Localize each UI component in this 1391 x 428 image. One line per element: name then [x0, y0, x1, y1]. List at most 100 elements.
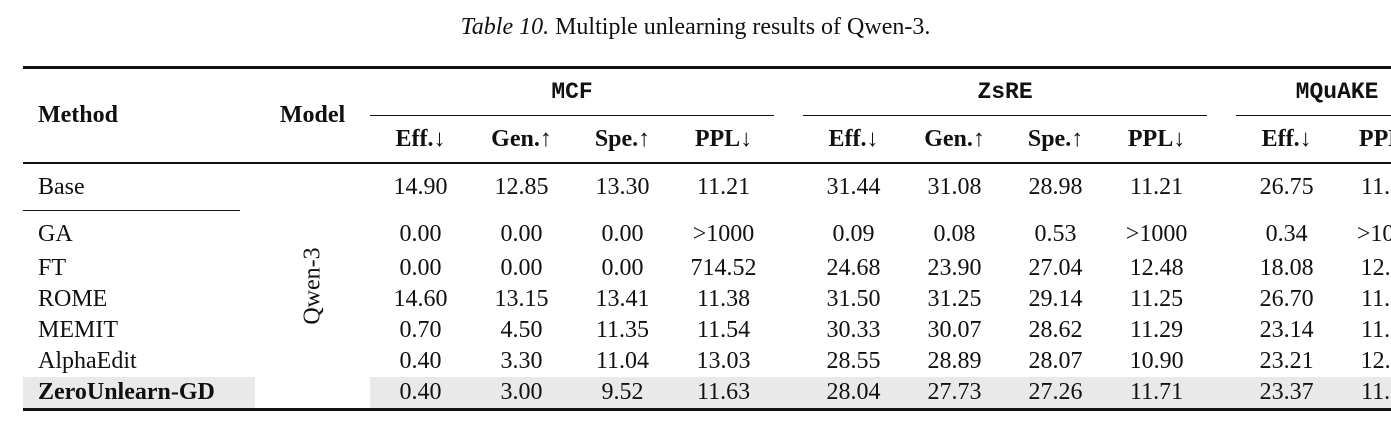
value-cell: 23.21: [1259, 348, 1314, 374]
value-cell: 28.04: [803, 377, 905, 410]
value-cell: 0.08: [933, 220, 976, 247]
method-cell: MEMIT: [38, 317, 118, 343]
value-cell: 13.15: [494, 286, 549, 312]
model-name: Qwen-3: [299, 247, 325, 325]
value-cell: 27.26: [1005, 377, 1107, 410]
value-cell: 13.41: [595, 286, 650, 312]
metric-header: Spe.↑: [1027, 125, 1084, 152]
method-cell: ROME: [38, 286, 108, 312]
metric-header: Gen.↑: [924, 125, 985, 152]
method-header: Method: [23, 67, 240, 164]
model-header: Model: [255, 67, 370, 164]
value-cell: 31.25: [927, 286, 982, 312]
value-cell: 12.85: [494, 173, 549, 200]
method-cell: ZeroUnlearn-GD: [23, 377, 240, 410]
value-cell: 3.00: [471, 377, 572, 410]
value-cell: 14.90: [393, 173, 448, 200]
metric-header: PPL↓: [1127, 125, 1186, 152]
value-cell: 24.68: [826, 255, 881, 281]
table-row: FT 0.00 0.00 0.00 714.52 24.68 23.90 27.…: [23, 253, 1391, 284]
value-cell: 11.25: [1130, 286, 1184, 312]
value-cell: 0.00: [399, 220, 442, 247]
value-cell: 11.21: [1361, 173, 1391, 200]
value-cell: 10.90: [1129, 348, 1184, 374]
value-cell: 0.00: [601, 255, 644, 281]
value-cell: 18.08: [1259, 255, 1314, 281]
value-cell: 28.55: [826, 348, 881, 374]
value-cell: 11.29: [1130, 317, 1184, 343]
value-cell: 23.14: [1259, 317, 1314, 343]
value-cell: 31.08: [927, 173, 982, 200]
value-cell: 13.03: [696, 348, 751, 374]
value-cell: 0.34: [1265, 220, 1308, 247]
value-cell: 9.52: [572, 377, 673, 410]
method-cell: GA: [38, 220, 73, 247]
value-cell: 14.60: [393, 286, 448, 312]
value-cell: 13.30: [595, 173, 650, 200]
value-cell: 4.50: [500, 317, 543, 343]
value-cell: 11.71: [1106, 377, 1208, 410]
value-cell: 27.04: [1028, 255, 1083, 281]
value-cell: 12.48: [1129, 255, 1184, 281]
metric-header: Eff.↓: [828, 125, 879, 152]
value-cell: 0.40: [399, 348, 442, 374]
value-cell: 11.63: [673, 377, 775, 410]
value-cell: 26.75: [1259, 173, 1314, 200]
value-cell: 31.44: [826, 173, 881, 200]
value-cell: 27.73: [904, 377, 1006, 410]
caption-text: Multiple unlearning results of Qwen-3.: [555, 14, 931, 40]
metric-header: Eff.↓: [1261, 125, 1312, 152]
method-cell: Base: [23, 163, 240, 211]
value-cell: 28.89: [927, 348, 982, 374]
value-cell: >1000: [692, 220, 755, 247]
value-cell: 11.57: [1337, 377, 1391, 410]
method-cell: FT: [38, 255, 67, 281]
table-row: ROME 14.60 13.15 13.41 11.38 31.50 31.25…: [23, 284, 1391, 315]
value-cell: 11.35: [595, 317, 650, 343]
group-header-zsre: ZsRE: [803, 67, 1208, 116]
value-cell: 11.21: [696, 173, 751, 200]
value-cell: 0.09: [832, 220, 875, 247]
value-cell: 0.00: [500, 220, 543, 247]
group-header-mcf: MCF: [370, 67, 775, 116]
metric-header: PPL↓: [694, 125, 753, 152]
value-cell: >1000: [1125, 220, 1188, 247]
value-cell: >1000: [1356, 220, 1391, 247]
metric-header: Gen.↑: [491, 125, 552, 152]
table-row: AlphaEdit 0.40 3.30 11.04 13.03 28.55 28…: [23, 346, 1391, 377]
metric-header: Eff.↓: [395, 125, 446, 152]
value-cell: 23.37: [1236, 377, 1338, 410]
value-cell: 28.62: [1028, 317, 1083, 343]
value-cell: 0.53: [1034, 220, 1077, 247]
value-cell: 23.90: [927, 255, 982, 281]
value-cell: 0.40: [370, 377, 471, 410]
results-table: Method Model MCF ZsRE MQuAKE Eff.↓ Gen.↑…: [23, 66, 1391, 411]
value-cell: 11.63: [1361, 317, 1391, 343]
value-cell: 3.30: [500, 348, 543, 374]
value-cell: 29.14: [1028, 286, 1083, 312]
value-cell: 11.54: [696, 317, 751, 343]
method-cell: AlphaEdit: [38, 348, 137, 374]
header-row-metrics: Eff.↓ Gen.↑ Spe.↑ PPL↓ Eff.↓ Gen.↑ Spe.↑…: [23, 116, 1391, 163]
value-cell: 12.94: [1360, 348, 1391, 374]
value-cell: 0.00: [601, 220, 644, 247]
value-cell: 11.38: [696, 286, 751, 312]
results-table-wrapper: Method Model MCF ZsRE MQuAKE Eff.↓ Gen.↑…: [23, 66, 1391, 411]
value-cell: 11.16: [1361, 286, 1391, 312]
caption-label: Table 10.: [460, 14, 550, 40]
value-cell: 28.07: [1028, 348, 1083, 374]
value-cell: 12.27: [1360, 255, 1391, 281]
table-row-highlighted: ZeroUnlearn-GD 0.40 3.00 9.52 11.63 28.0…: [23, 377, 1391, 410]
table-row: Base Qwen-3 14.90 12.85 13.30 11.21 31.4…: [23, 163, 1391, 325]
value-cell: 30.07: [927, 317, 982, 343]
value-cell: 26.70: [1259, 286, 1314, 312]
group-header-mquake: MQuAKE: [1236, 67, 1391, 116]
metric-header: PPL↓: [1358, 125, 1391, 152]
value-cell: 11.04: [595, 348, 650, 374]
value-cell: 30.33: [826, 317, 881, 343]
value-cell: 28.98: [1028, 173, 1083, 200]
header-row-groups: Method Model MCF ZsRE MQuAKE: [23, 67, 1391, 164]
value-cell: 31.50: [826, 286, 881, 312]
model-cell: Qwen-3: [255, 163, 370, 410]
value-cell: 11.21: [1130, 173, 1184, 200]
